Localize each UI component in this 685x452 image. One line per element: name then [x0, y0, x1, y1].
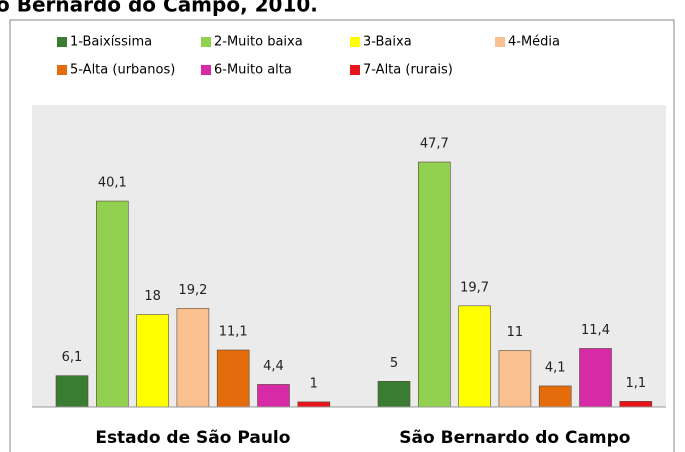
- bar: [417, 161, 451, 408]
- chart-title: o Bernardo do Campo, 2010.: [0, 0, 318, 17]
- x-tick-label: São Bernardo do Campo: [399, 428, 630, 448]
- legend-swatch: [201, 37, 211, 47]
- bar: [136, 314, 169, 408]
- bar: [619, 401, 653, 408]
- legend-label: 6-Muito alta: [214, 63, 292, 78]
- legend-swatch: [57, 65, 67, 75]
- legend-label: 1-Baixíssima: [70, 35, 152, 50]
- value-label: 11,4: [581, 323, 610, 338]
- bar: [377, 381, 411, 408]
- value-label: 6,1: [62, 350, 83, 365]
- bar: [257, 384, 290, 408]
- bar: [55, 375, 89, 408]
- value-label: 4,1: [545, 360, 566, 375]
- x-tick-label: Estado de São Paulo: [95, 428, 290, 448]
- bar: [176, 308, 210, 408]
- bar: [538, 385, 572, 408]
- legend-swatch: [350, 65, 360, 75]
- bar: [579, 348, 612, 408]
- value-label: 18: [144, 289, 161, 304]
- value-label: 5: [390, 356, 398, 371]
- value-label: 1,1: [625, 376, 646, 391]
- legend-label: 7-Alta (rurais): [363, 63, 453, 78]
- legend-swatch: [495, 37, 505, 47]
- legend-swatch: [350, 37, 360, 47]
- value-label: 11,1: [219, 324, 248, 339]
- legend-swatch: [201, 65, 211, 75]
- legend-label: 5-Alta (urbanos): [70, 63, 175, 78]
- legend-label: 4-Média: [508, 35, 560, 50]
- bar: [458, 305, 491, 408]
- value-label: 4,4: [263, 359, 284, 374]
- value-label: 47,7: [420, 137, 449, 152]
- value-label: 11: [507, 325, 524, 340]
- bar: [297, 401, 331, 408]
- bar: [498, 350, 532, 408]
- value-label: 19,7: [460, 280, 489, 295]
- legend-label: 2-Muito baixa: [214, 35, 303, 50]
- bar: [216, 349, 250, 408]
- value-label: 40,1: [98, 176, 127, 191]
- legend-label: 3-Baixa: [363, 35, 412, 50]
- legend-swatch: [57, 37, 67, 47]
- bar: [96, 200, 129, 408]
- value-label: 1: [310, 376, 318, 391]
- value-label: 19,2: [178, 283, 207, 298]
